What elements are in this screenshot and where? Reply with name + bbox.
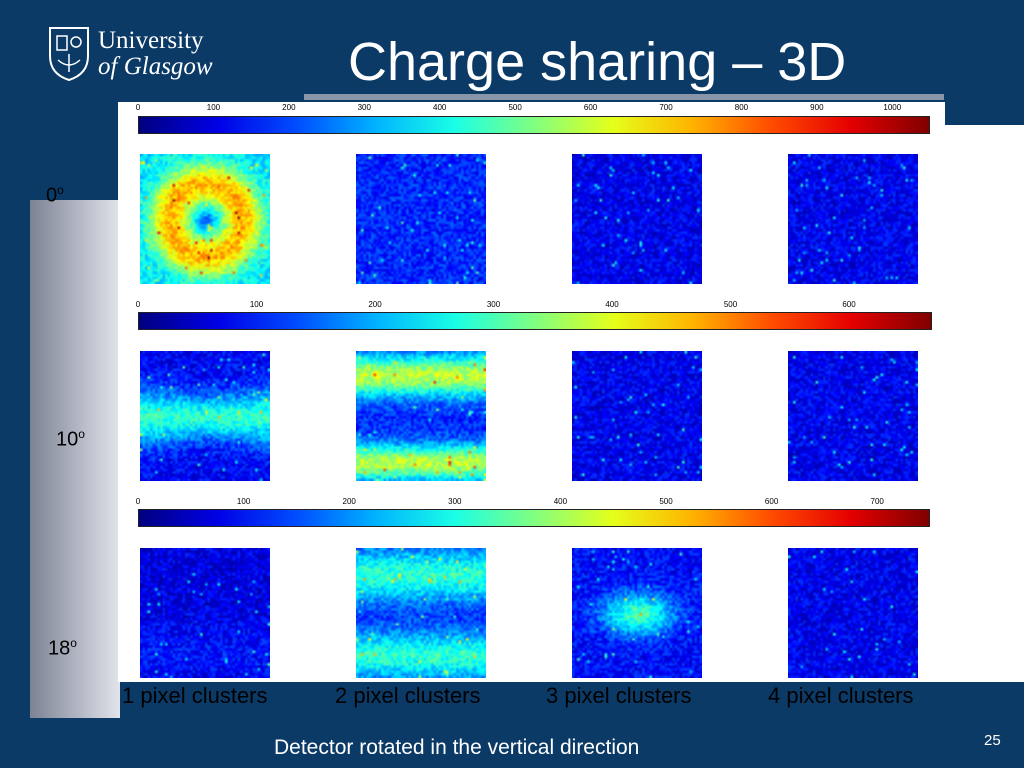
angle-value: 0 <box>46 184 58 207</box>
colorbar-tick-label: 600 <box>583 103 598 112</box>
heatmap-10deg-2px <box>356 351 486 481</box>
colorbar-tick-label: 500 <box>659 497 673 506</box>
colorbar-tick-label: 200 <box>282 103 296 112</box>
angle-label-10: 10o <box>56 427 85 452</box>
figure-area-right <box>945 125 1024 682</box>
colorbar-tick-label: 700 <box>870 497 884 506</box>
heatmap-18deg-2px <box>356 548 486 678</box>
side-gradient-band <box>30 200 120 718</box>
colorbar-row-1 <box>138 116 930 134</box>
colorbar-tick-label: 900 <box>810 103 824 112</box>
heatmap-18deg-3px <box>572 548 702 678</box>
colorbar-tick-label: 400 <box>605 300 619 309</box>
university-crest-icon <box>49 27 89 82</box>
heatmap-10deg-1px <box>140 351 270 481</box>
colorbar-tick-label: 0 <box>135 103 141 112</box>
logo-line-1: University <box>98 27 204 54</box>
angle-unit: o <box>78 427 85 441</box>
heatmap-0deg-2px <box>356 154 486 284</box>
colorbar-ticks: 0 100 200 300 400 500 600 <box>135 300 928 312</box>
angle-value: 10 <box>56 428 79 451</box>
page-number: 25 <box>984 732 1001 749</box>
colorbar-tick-label: 500 <box>508 103 522 112</box>
title-underline <box>304 94 944 100</box>
logo-line-2: of Glasgow <box>98 53 213 80</box>
colorbar-tick-label: 100 <box>206 103 221 112</box>
colorbar-tick-label: 0 <box>135 300 141 309</box>
colorbar-tick-label: 100 <box>249 300 264 309</box>
colorbar-tick-label: 600 <box>842 300 856 309</box>
colorbar-tick-label: 300 <box>448 497 462 506</box>
colorbar-tick-label: 400 <box>553 497 568 506</box>
angle-label-0: 0o <box>46 183 64 208</box>
university-name: University of Glasgow <box>98 28 213 80</box>
heatmap-10deg-3px <box>572 351 702 481</box>
colorbar-tick-label: 300 <box>486 300 501 309</box>
colorbar-tick-label: 800 <box>734 103 749 112</box>
colorbar-tick-label: 300 <box>357 103 371 112</box>
colorbar-tick-label: 200 <box>368 300 382 309</box>
colorbar-ticks: 0 100 200 300 400 500 600 700 <box>135 497 928 509</box>
colorbar-row-2 <box>138 312 932 330</box>
university-logo: University of Glasgow <box>48 26 228 86</box>
colorbar-tick-label: 400 <box>433 103 447 112</box>
angle-unit: o <box>57 183 64 197</box>
heatmap-0deg-4px <box>788 154 918 284</box>
heatmap-18deg-1px <box>140 548 270 678</box>
heatmap-18deg-4px <box>788 548 918 678</box>
heatmap-0deg-1px <box>140 154 270 284</box>
colorbar-tick-label: 700 <box>659 103 673 112</box>
colorbar-row-3 <box>138 509 930 527</box>
angle-unit: o <box>70 636 77 650</box>
colorbar-tick-label: 1000 <box>883 103 902 112</box>
slide-footer: Detector rotated in the vertical directi… <box>274 736 640 759</box>
column-label-1px: 1 pixel clusters <box>122 683 268 708</box>
column-label-3px: 3 pixel clusters <box>546 683 692 708</box>
colorbar-tick-label: 200 <box>342 497 356 506</box>
column-label-4px: 4 pixel clusters <box>768 683 914 708</box>
colorbar-tick-label: 100 <box>236 497 251 506</box>
colorbar-ticks: 0 100 200 300 400 500 600 700 800 900 1000 <box>135 103 928 115</box>
colorbar-tick-label: 600 <box>764 497 779 506</box>
colorbar-tick-label: 0 <box>135 497 141 506</box>
colorbar-tick-label: 500 <box>723 300 738 309</box>
slide-title: Charge sharing – 3D <box>348 32 847 92</box>
angle-label-18: 18o <box>48 636 77 661</box>
column-label-2px: 2 pixel clusters <box>335 683 481 708</box>
angle-value: 18 <box>48 637 71 660</box>
heatmap-0deg-3px <box>572 154 702 284</box>
heatmap-10deg-4px <box>788 351 918 481</box>
